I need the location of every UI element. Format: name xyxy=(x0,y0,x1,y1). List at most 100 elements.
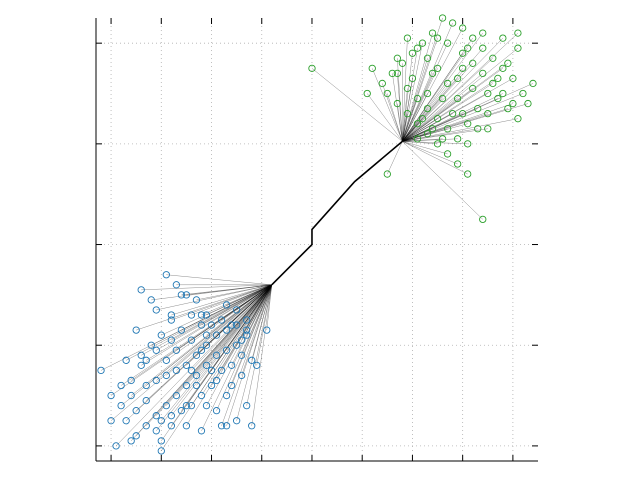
point-class-a xyxy=(192,351,201,359)
point-class-b xyxy=(479,44,487,52)
tree-edge xyxy=(397,103,403,142)
tree-trunk xyxy=(271,140,403,286)
tree-edge xyxy=(156,284,272,351)
point-class-b xyxy=(484,89,492,98)
point-class-a xyxy=(202,401,211,410)
point-class-b xyxy=(433,64,442,72)
tree-edge xyxy=(201,284,272,326)
tree-edge xyxy=(402,113,453,142)
point-class-a xyxy=(137,361,145,370)
point-class-b xyxy=(433,115,442,123)
tree-edge xyxy=(181,284,272,331)
point-class-b xyxy=(469,59,477,67)
point-class-a xyxy=(162,271,170,279)
tree-edge xyxy=(311,68,403,142)
tree-edge xyxy=(402,48,418,142)
point-class-b xyxy=(368,64,376,72)
tree-edge xyxy=(120,284,272,406)
point-class-a xyxy=(197,311,206,319)
tree-edge xyxy=(226,284,272,306)
tree-edge xyxy=(236,284,273,421)
tree-edge xyxy=(402,78,498,142)
tree-edge xyxy=(231,284,273,366)
point-class-a xyxy=(187,401,196,410)
point-class-a xyxy=(202,311,211,319)
tree-edge xyxy=(221,284,273,426)
point-class-a xyxy=(232,306,241,314)
point-class-a xyxy=(127,437,135,445)
point-class-a xyxy=(238,371,246,380)
tree-edge xyxy=(402,98,458,142)
tree-edge xyxy=(156,284,272,416)
tree-edge xyxy=(131,284,272,381)
tree-edge xyxy=(382,83,403,142)
point-class-b xyxy=(438,94,447,103)
point-class-b xyxy=(499,34,507,42)
tree-edge xyxy=(402,98,443,142)
tree-edge xyxy=(226,284,273,426)
point-class-b xyxy=(504,59,512,67)
point-class-a xyxy=(248,356,256,364)
point-class-a xyxy=(197,427,206,435)
tree-edge xyxy=(402,123,468,142)
tree-edge xyxy=(181,284,272,411)
point-class-b xyxy=(308,64,316,72)
tree-edge xyxy=(236,284,272,311)
point-class-b xyxy=(408,49,417,57)
tree-edge xyxy=(402,78,514,142)
point-class-b xyxy=(443,150,452,158)
tree-edge xyxy=(161,284,272,442)
tree-edge xyxy=(402,93,488,142)
point-class-b xyxy=(514,29,522,37)
trunk-line xyxy=(271,140,403,286)
tree-edge xyxy=(402,93,503,142)
tree-edge xyxy=(166,284,272,376)
point-class-a xyxy=(177,326,186,334)
point-class-a xyxy=(147,296,155,304)
point-class-b xyxy=(494,74,502,83)
point-class-a xyxy=(167,336,175,344)
point-class-a xyxy=(182,381,191,390)
gridlines xyxy=(96,18,538,461)
tree-edge xyxy=(130,284,272,442)
point-class-a xyxy=(172,391,181,400)
point-class-b xyxy=(428,125,437,133)
tree-edge xyxy=(402,141,448,155)
point-class-a xyxy=(222,301,231,309)
tree-edge xyxy=(402,63,509,142)
tree-edge xyxy=(221,284,273,371)
tree-edge xyxy=(402,83,534,142)
tree-edge xyxy=(231,284,272,326)
tree-edge xyxy=(246,284,273,406)
point-class-a xyxy=(212,331,221,339)
tree-edge xyxy=(397,73,403,142)
tree-edge xyxy=(191,284,272,341)
tree-edge xyxy=(186,284,272,366)
point-class-b xyxy=(459,109,467,118)
point-class-a xyxy=(187,366,196,375)
tree-edge xyxy=(402,48,468,142)
point-class-b xyxy=(459,64,467,72)
tree-edge xyxy=(196,284,272,376)
point-class-b xyxy=(489,79,497,88)
point-class-b xyxy=(413,120,422,128)
tree-edge xyxy=(402,27,463,142)
tree-edge xyxy=(402,93,428,142)
point-class-a xyxy=(217,422,226,430)
tree-edge xyxy=(402,141,458,165)
point-class-b xyxy=(474,104,482,113)
tree-edge xyxy=(402,88,408,142)
point-class-b xyxy=(479,29,487,37)
point-class-b xyxy=(474,125,482,133)
point-class-a xyxy=(222,391,231,400)
tree-edge xyxy=(256,284,273,366)
tree-edge xyxy=(402,128,478,142)
tree-edge xyxy=(241,284,273,356)
tree-edge xyxy=(181,284,272,296)
point-class-b xyxy=(453,74,462,83)
tree-edge xyxy=(241,284,273,376)
point-class-b xyxy=(413,44,422,52)
tree-edge xyxy=(206,284,272,336)
tree-edge xyxy=(246,284,272,321)
tree-edge xyxy=(135,284,272,436)
